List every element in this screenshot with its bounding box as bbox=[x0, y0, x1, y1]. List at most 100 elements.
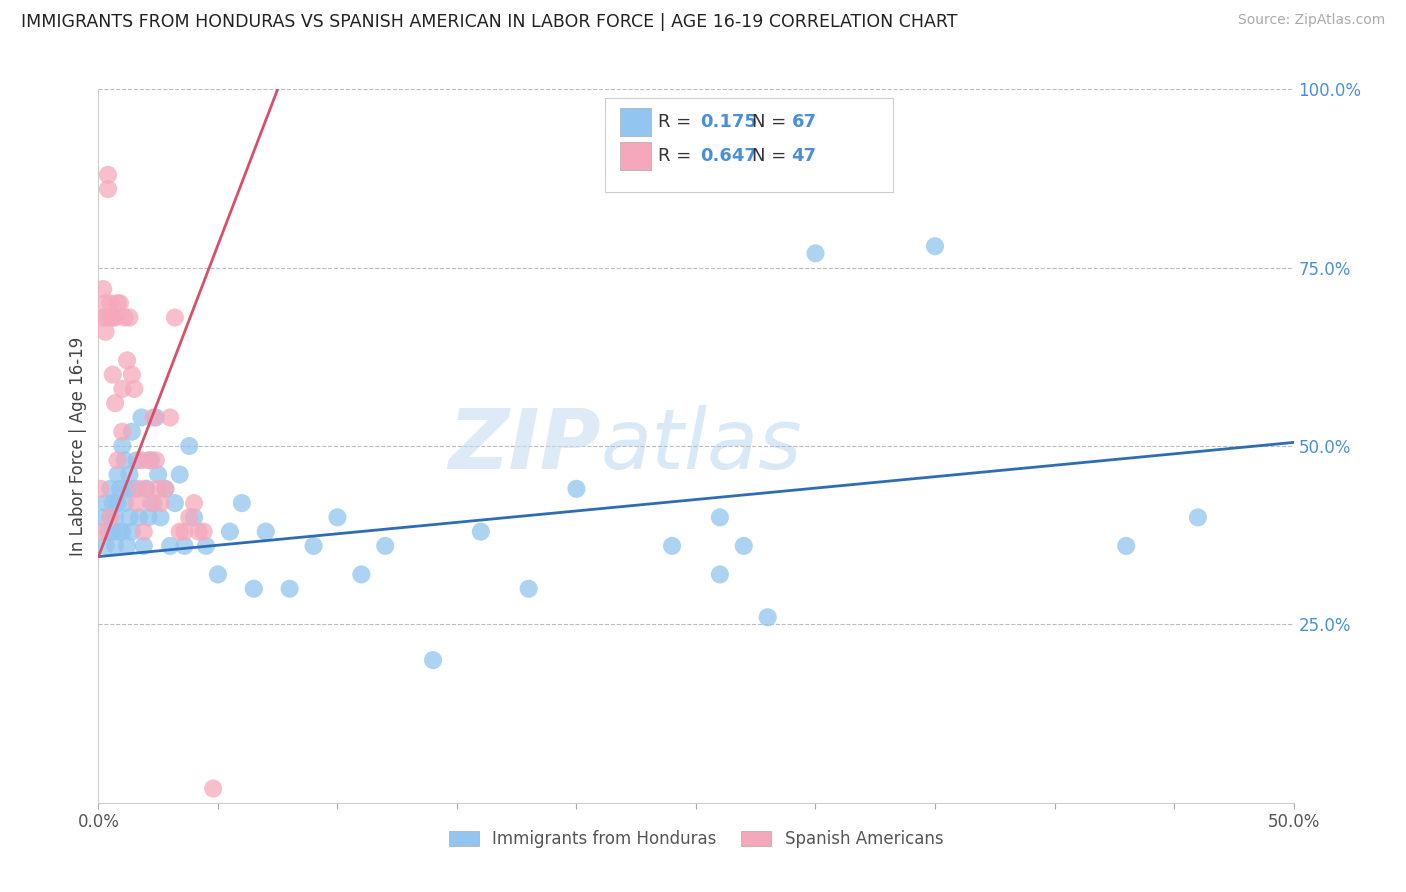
Point bbox=[374, 539, 396, 553]
Point bbox=[565, 482, 588, 496]
Point bbox=[179, 510, 201, 524]
Text: 67: 67 bbox=[792, 113, 817, 131]
Point bbox=[104, 396, 127, 410]
Point bbox=[138, 453, 160, 467]
Point bbox=[107, 496, 129, 510]
Point bbox=[121, 368, 143, 382]
Point bbox=[254, 524, 277, 539]
Point bbox=[193, 524, 215, 539]
Point bbox=[187, 524, 209, 539]
Point bbox=[111, 439, 134, 453]
Point bbox=[94, 310, 117, 325]
Point bbox=[124, 382, 146, 396]
Point bbox=[101, 496, 124, 510]
Point bbox=[231, 496, 253, 510]
Point bbox=[149, 496, 172, 510]
Point bbox=[107, 453, 129, 467]
Point bbox=[183, 510, 205, 524]
Point bbox=[94, 296, 117, 310]
Point bbox=[195, 539, 218, 553]
Point bbox=[132, 539, 155, 553]
Point bbox=[128, 482, 150, 496]
Point bbox=[733, 539, 755, 553]
Point bbox=[101, 524, 124, 539]
Point bbox=[145, 410, 167, 425]
Point bbox=[97, 182, 120, 196]
Point bbox=[108, 296, 131, 310]
Point bbox=[115, 539, 138, 553]
Point bbox=[98, 482, 122, 496]
Point bbox=[125, 496, 148, 510]
Point bbox=[114, 496, 136, 510]
Point bbox=[173, 539, 195, 553]
Point bbox=[91, 282, 114, 296]
Point bbox=[125, 453, 148, 467]
Point bbox=[219, 524, 242, 539]
Point bbox=[98, 510, 122, 524]
Point bbox=[661, 539, 683, 553]
Point bbox=[148, 482, 170, 496]
Point bbox=[115, 353, 138, 368]
Point bbox=[145, 453, 167, 467]
Point bbox=[114, 310, 136, 325]
Point bbox=[1115, 539, 1137, 553]
Point bbox=[131, 453, 153, 467]
Point bbox=[302, 539, 325, 553]
Text: R =: R = bbox=[658, 147, 697, 165]
Point bbox=[124, 482, 146, 496]
Point bbox=[135, 482, 157, 496]
Point bbox=[183, 496, 205, 510]
Point bbox=[111, 425, 134, 439]
Point bbox=[121, 524, 143, 539]
Point bbox=[350, 567, 373, 582]
Point bbox=[169, 524, 191, 539]
Point bbox=[159, 539, 181, 553]
Y-axis label: In Labor Force | Age 16-19: In Labor Force | Age 16-19 bbox=[69, 336, 87, 556]
Point bbox=[1187, 510, 1209, 524]
Point bbox=[756, 610, 779, 624]
Point bbox=[804, 246, 827, 260]
Point bbox=[90, 524, 112, 539]
Point bbox=[97, 524, 120, 539]
Point bbox=[149, 510, 172, 524]
Point bbox=[142, 496, 165, 510]
Point bbox=[163, 496, 186, 510]
Point bbox=[90, 482, 112, 496]
Point bbox=[131, 410, 153, 425]
Text: 0.175: 0.175 bbox=[700, 113, 756, 131]
Text: R =: R = bbox=[658, 113, 697, 131]
Legend: Immigrants from Honduras, Spanish Americans: Immigrants from Honduras, Spanish Americ… bbox=[441, 824, 950, 855]
Text: Source: ZipAtlas.com: Source: ZipAtlas.com bbox=[1237, 13, 1385, 28]
Point bbox=[709, 510, 731, 524]
Text: ZIP: ZIP bbox=[447, 406, 600, 486]
Point bbox=[104, 510, 127, 524]
Point bbox=[98, 296, 122, 310]
Point bbox=[114, 453, 136, 467]
Text: atlas: atlas bbox=[600, 406, 801, 486]
Point bbox=[107, 467, 129, 482]
Point bbox=[94, 539, 117, 553]
Point bbox=[924, 239, 946, 253]
Point bbox=[422, 653, 444, 667]
Point bbox=[278, 582, 301, 596]
Point bbox=[128, 510, 150, 524]
Point bbox=[135, 482, 157, 496]
Text: 0.647: 0.647 bbox=[700, 147, 756, 165]
Point bbox=[121, 425, 143, 439]
Point bbox=[179, 439, 201, 453]
Point bbox=[202, 781, 225, 796]
Point bbox=[98, 510, 122, 524]
Text: N =: N = bbox=[752, 113, 792, 131]
Point bbox=[104, 310, 127, 325]
Point bbox=[159, 410, 181, 425]
Point bbox=[173, 524, 195, 539]
Point bbox=[132, 524, 155, 539]
Point bbox=[104, 539, 127, 553]
Point bbox=[243, 582, 266, 596]
Point bbox=[108, 482, 131, 496]
Point bbox=[155, 482, 177, 496]
Point bbox=[111, 382, 134, 396]
Point bbox=[118, 467, 141, 482]
Point bbox=[163, 310, 186, 325]
Point bbox=[111, 524, 134, 539]
